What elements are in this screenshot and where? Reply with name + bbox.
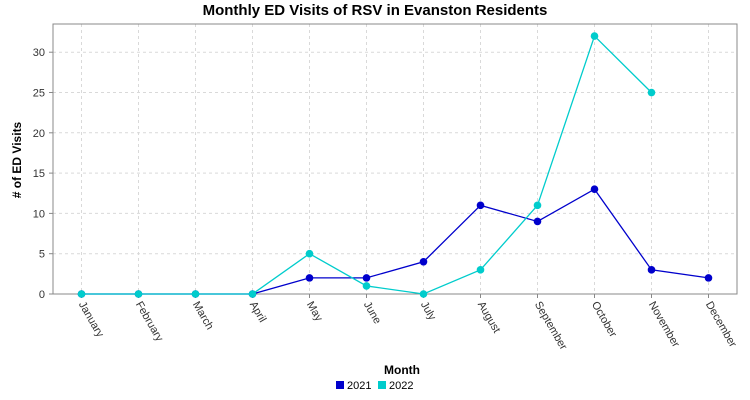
x-axis-title: Month xyxy=(384,363,420,377)
x-tick-label: October xyxy=(589,300,619,340)
x-tick-label: April xyxy=(247,300,268,325)
data-point-2022 xyxy=(533,201,542,210)
data-point-2021 xyxy=(533,217,542,226)
x-tick-label: January xyxy=(76,300,106,340)
x-tick-label: July xyxy=(418,300,438,323)
x-tick-label: September xyxy=(532,300,569,353)
data-point-2021 xyxy=(419,257,428,266)
series-line-2021 xyxy=(81,188,709,295)
y-tick-label: 10 xyxy=(33,208,45,220)
y-tick-label: 20 xyxy=(33,128,45,140)
data-point-2021 xyxy=(305,274,314,282)
data-point-2022 xyxy=(419,290,428,298)
data-point-2022 xyxy=(476,266,485,274)
data-point-2021 xyxy=(704,274,713,282)
legend-label-2022: 2022 xyxy=(389,380,413,392)
plot-area: 0 5 10 15 20 25 30 January February March April May… xyxy=(33,23,739,353)
x-tick-label: August xyxy=(475,300,503,336)
chart-title: Monthly ED Visits of RSV in Evanston Res… xyxy=(203,2,548,19)
data-point-2022 xyxy=(647,88,656,97)
data-point-2021 xyxy=(362,274,371,282)
legend-swatch-2021 xyxy=(336,381,344,389)
x-tick-label: February xyxy=(133,300,166,345)
x-tick-label: June xyxy=(361,300,383,327)
data-point-2022 xyxy=(191,290,200,298)
y-tick-label: 15 xyxy=(33,168,45,180)
x-tick-label: May xyxy=(304,300,325,324)
data-point-2022 xyxy=(77,290,86,298)
x-tick-label: March xyxy=(190,300,216,332)
legend: 2021 2022 xyxy=(336,380,413,392)
data-point-2022 xyxy=(590,32,599,40)
data-point-2022 xyxy=(248,290,257,298)
y-tick-label: 25 xyxy=(33,88,45,100)
legend-swatch-2022 xyxy=(378,381,386,389)
data-point-2022 xyxy=(134,290,143,298)
x-tick-label: November xyxy=(646,300,682,350)
y-axis-title: # of ED Visits xyxy=(10,121,24,198)
data-point-2022 xyxy=(305,249,314,258)
data-point-2021 xyxy=(476,201,485,210)
legend-label-2021: 2021 xyxy=(347,380,371,392)
plot-frame xyxy=(52,23,738,295)
y-tick-label: 0 xyxy=(39,289,45,301)
y-tick-label: 5 xyxy=(39,249,45,261)
data-point-2021 xyxy=(590,185,599,194)
data-point-2022 xyxy=(362,282,371,290)
data-point-2021 xyxy=(647,266,656,274)
y-tick-label: 30 xyxy=(33,47,45,59)
x-tick-label: December xyxy=(703,300,739,350)
